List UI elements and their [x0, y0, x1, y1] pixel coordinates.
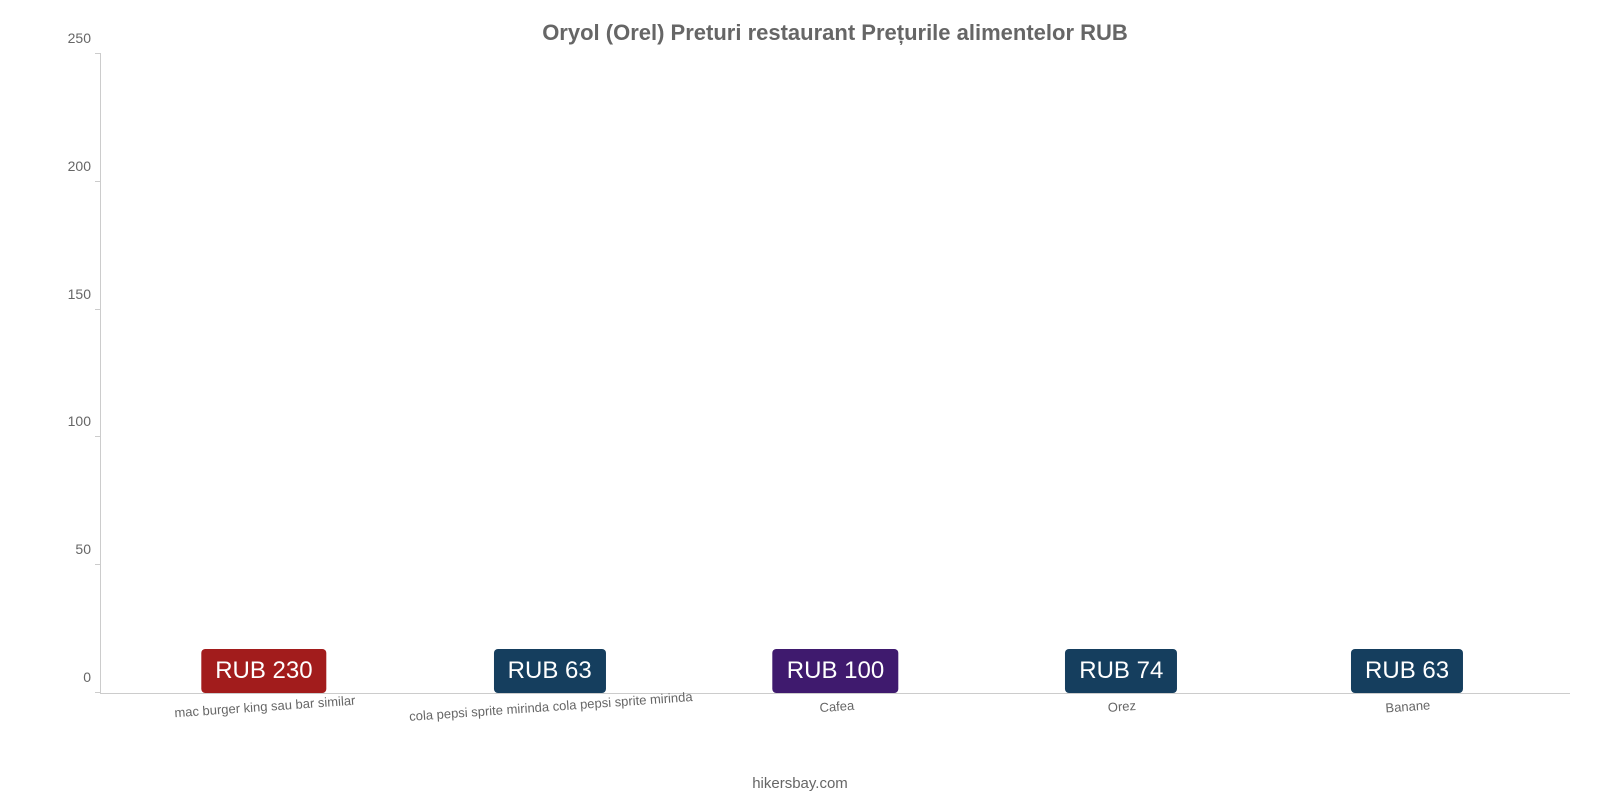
ytick-mark	[95, 309, 101, 310]
ytick-label: 150	[41, 286, 91, 302]
value-badge: RUB 100	[773, 649, 898, 693]
bars-layer: RUB 230 RUB 63 RUB 100 RUB 74 RUB 63	[101, 54, 1570, 693]
value-badge: RUB 63	[1351, 649, 1463, 693]
ytick-mark	[95, 692, 101, 693]
ytick-mark	[95, 564, 101, 565]
value-badge: RUB 63	[494, 649, 606, 693]
xaxis-labels: mac burger king sau bar similarcola peps…	[101, 693, 1570, 714]
ytick-label: 100	[41, 413, 91, 429]
ytick-label: 200	[41, 158, 91, 174]
ytick-label: 250	[41, 30, 91, 46]
ytick-mark	[95, 436, 101, 437]
ytick-label: 0	[41, 669, 91, 685]
ytick-label: 50	[41, 541, 91, 557]
chart-title: Oryol (Orel) Preturi restaurant Prețuril…	[100, 20, 1570, 46]
value-badge: RUB 230	[201, 649, 326, 693]
ytick-mark	[95, 181, 101, 182]
chart-container: Oryol (Orel) Preturi restaurant Prețuril…	[0, 0, 1600, 800]
attribution-text: hikersbay.com	[0, 775, 1600, 792]
plot-area: RUB 230RUB 63RUB 100RUB 74RUB 63 mac bur…	[100, 54, 1570, 694]
value-badge: RUB 74	[1065, 649, 1177, 693]
ytick-mark	[95, 53, 101, 54]
